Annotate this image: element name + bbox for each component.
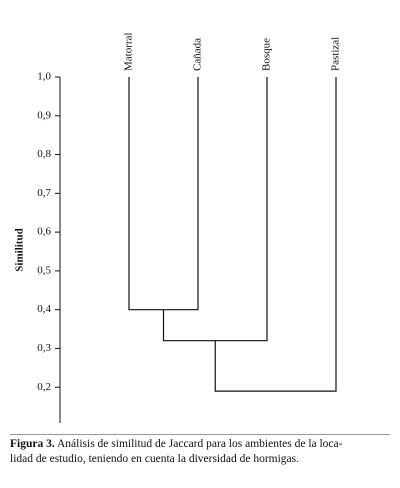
y-tick-label: 0,8: [37, 148, 51, 160]
y-tick-label: 0,4: [37, 303, 51, 315]
merge: [162, 77, 268, 342]
y-axis-label: Similitud: [14, 228, 26, 271]
chart: Similitud 1,0 0,9 0,8 0,7 0,6 0,5 0,4 0,3 0,2 Mat…: [14, 33, 342, 423]
caption: Figura 3. Análisis de similitud de Jacca…: [10, 434, 390, 467]
y-tick-label: 0,2: [37, 381, 51, 393]
merge: [128, 77, 199, 311]
merge: [214, 77, 337, 392]
leaf-label: Pastizal: [330, 37, 342, 71]
y-tick-label: 1,0: [37, 71, 51, 83]
y-tick-label: 0,7: [37, 187, 51, 199]
caption-label: Figura 3.: [10, 438, 55, 450]
leaf-label: Bosque: [261, 38, 273, 71]
caption-text: lidad de estudio, teniendo en cuenta la …: [10, 453, 300, 465]
caption-text: Análisis de similitud de Jaccard para lo…: [56, 438, 343, 450]
leaf-label: Matorral: [123, 33, 135, 71]
y-tick-label: 0,6: [37, 226, 51, 238]
leaf-label: Cañada: [192, 38, 204, 71]
y-tick-label: 0,3: [37, 342, 51, 354]
y-tick-label: 0,5: [37, 264, 51, 276]
y-tick-label: 0,9: [37, 109, 51, 121]
